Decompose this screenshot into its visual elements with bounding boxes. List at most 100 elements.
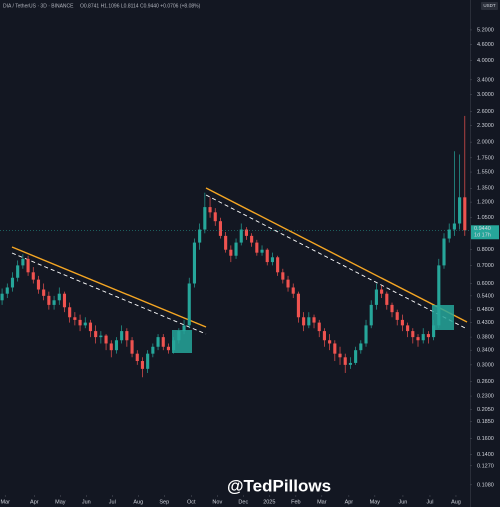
y-tick-label: 4.0000: [477, 58, 494, 64]
candle-body: [317, 322, 321, 332]
y-tick-label: 0.1270: [477, 463, 494, 469]
candle-body: [130, 340, 134, 354]
candle-body: [416, 337, 420, 341]
last-price-box: [471, 225, 499, 240]
candle-body: [411, 331, 415, 338]
candle-body: [296, 293, 300, 318]
candle-body: [380, 289, 384, 294]
candle-body: [151, 346, 155, 354]
y-tick-label: 1.5500: [477, 170, 494, 176]
y-tick-label: 0.6000: [477, 281, 494, 287]
candle-body: [31, 272, 35, 280]
candle-body: [286, 279, 290, 288]
x-tick-label: Mar: [0, 499, 10, 505]
candle-body: [135, 353, 139, 362]
breakout-box: [432, 305, 454, 330]
candle-body: [265, 249, 269, 263]
candle-body: [120, 331, 124, 341]
candle-body: [348, 362, 352, 365]
y-tick-label: 0.3000: [477, 362, 494, 368]
x-tick-label: Nov: [212, 499, 222, 505]
symbol: DIA / TetherUS · 3D · BINANCE: [3, 3, 74, 9]
candle-body: [302, 317, 306, 326]
candle-body: [239, 229, 243, 243]
candle-body: [328, 340, 332, 344]
candle-body: [312, 317, 316, 323]
candle-body: [52, 300, 56, 305]
candle-body: [458, 197, 462, 224]
candle-body: [47, 295, 51, 305]
y-tick-label: 1.3500: [477, 186, 494, 192]
candle-body: [421, 334, 425, 341]
y-tick-label: 0.8000: [477, 247, 494, 253]
trendline: [205, 187, 468, 323]
candle-body: [291, 287, 295, 294]
candle-body: [172, 340, 176, 351]
x-tick-label: Aug: [451, 499, 461, 505]
candle-body: [463, 197, 467, 231]
x-tick-label: Apr: [345, 499, 354, 505]
candle-body: [213, 212, 217, 222]
candle-body: [442, 238, 446, 266]
candle-body: [177, 331, 181, 341]
candle-body: [10, 277, 15, 288]
x-tick-label: Apr: [30, 499, 39, 505]
candle-body: [21, 258, 25, 266]
candle-body: [16, 265, 20, 278]
candle-body: [260, 249, 264, 253]
x-tick-label: Jun: [82, 499, 91, 505]
candle-body: [156, 337, 160, 347]
candle-body: [307, 317, 311, 326]
ohlc-readout: O0.8741 H1.1096 L0.8114 C0.9440 +0.0706 …: [80, 3, 201, 9]
y-tick-label: 1.7500: [477, 155, 494, 161]
y-tick-label: 0.7000: [477, 263, 494, 269]
candle-body: [270, 257, 274, 263]
candle-body: [114, 340, 119, 351]
candle-body: [198, 229, 202, 243]
candle-body: [42, 289, 46, 296]
y-tick-label: 0.2050: [477, 407, 494, 413]
candle-body: [36, 279, 41, 290]
x-tick-label: Sep: [159, 499, 169, 505]
y-tick-label: 0.1400: [477, 452, 494, 458]
countdown: 1d 17h: [474, 233, 491, 239]
candle-body: [364, 325, 368, 344]
candle-body: [281, 272, 285, 280]
candle-body: [218, 221, 223, 236]
candle-body: [333, 343, 337, 354]
y-tick-label: 0.1850: [477, 419, 494, 425]
x-tick-label: Oct: [187, 499, 196, 505]
candle-body: [68, 307, 72, 318]
y-tick-label: 0.3800: [477, 335, 494, 341]
candle-body: [203, 207, 207, 230]
x-tick-label: May: [370, 499, 381, 505]
candle-body: [0, 293, 4, 301]
candle-body: [109, 343, 113, 351]
candle-body: [88, 322, 93, 332]
candle-body: [400, 319, 404, 326]
candle-body: [244, 229, 248, 236]
y-tick-label: 2.0000: [477, 140, 494, 146]
y-tick-label: 4.6000: [477, 42, 494, 48]
candle-body: [104, 335, 108, 344]
y-tick-label: 0.1600: [477, 436, 494, 442]
x-tick-label: Aug: [133, 499, 143, 505]
x-tick-label: 2025: [263, 499, 275, 505]
candle-body: [359, 343, 363, 351]
candle-body: [255, 242, 259, 253]
candle-body: [447, 229, 451, 239]
candle-body: [125, 331, 129, 341]
breakout-box: [172, 330, 192, 353]
candle-body: [166, 346, 171, 351]
candle-body: [374, 289, 378, 305]
candle-body: [208, 207, 212, 213]
candle-body: [78, 319, 82, 326]
candle-body: [322, 331, 326, 341]
x-tick-label: Jul: [109, 499, 116, 505]
candle-body: [385, 293, 389, 305]
candle-body: [343, 357, 347, 365]
y-tick-label: 0.2300: [477, 394, 494, 400]
x-tick-label: Dec: [238, 499, 248, 505]
